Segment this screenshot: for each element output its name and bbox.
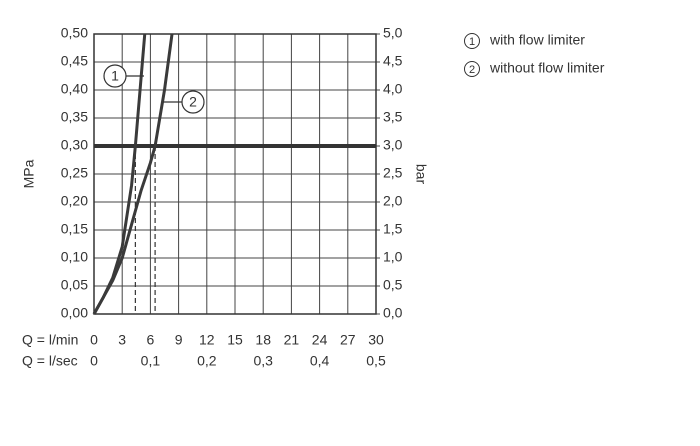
y2-tick-label: 5,0 xyxy=(383,25,403,41)
y2-tick-label: 2,0 xyxy=(383,193,403,209)
y-tick-label: 0,15 xyxy=(61,221,88,237)
legend-circle xyxy=(464,61,480,77)
y2-tick-label: 3,0 xyxy=(383,137,403,153)
y-tick-label: 0,30 xyxy=(61,137,88,153)
legend-circle xyxy=(464,33,480,49)
callout-number: 2 xyxy=(189,94,197,110)
x2-tick-label: 0,4 xyxy=(310,353,330,369)
x-tick-label: 15 xyxy=(227,332,243,348)
legend-number: 1 xyxy=(469,36,475,48)
y2-tick-label: 1,5 xyxy=(383,221,403,237)
x-tick-label: 18 xyxy=(255,332,271,348)
x-tick-label: 12 xyxy=(199,332,215,348)
legend-number: 2 xyxy=(469,64,475,76)
y-tick-label: 0,20 xyxy=(61,193,88,209)
x-tick-label: 6 xyxy=(147,332,155,348)
y2-tick-label: 4,5 xyxy=(383,53,403,69)
callout-circle xyxy=(181,90,205,114)
y-tick-label: 0,50 xyxy=(61,25,88,41)
x2-axis-label: Q = l/sec xyxy=(22,353,78,369)
y2-tick-label: 0,0 xyxy=(383,305,403,321)
y2-tick-label: 2,5 xyxy=(383,165,403,181)
callout-number: 1 xyxy=(111,68,119,84)
x-tick-label: 30 xyxy=(368,332,384,348)
x-tick-label: 21 xyxy=(284,332,300,348)
callout-circle xyxy=(103,64,127,88)
y-tick-label: 0,10 xyxy=(61,249,88,265)
x-tick-label: 9 xyxy=(175,332,183,348)
y-axis-label: MPa xyxy=(21,159,37,188)
y-tick-label: 0,25 xyxy=(61,165,88,181)
x-tick-label: 0 xyxy=(90,332,98,348)
legend-label: with flow limiter xyxy=(489,32,585,48)
y-tick-label: 0,40 xyxy=(61,81,88,97)
x-tick-label: 27 xyxy=(340,332,356,348)
y-tick-label: 0,05 xyxy=(61,277,88,293)
y2-tick-label: 1,0 xyxy=(383,249,403,265)
y-tick-label: 0,45 xyxy=(61,53,88,69)
y2-tick-label: 3,5 xyxy=(383,109,403,125)
x-tick-label: 24 xyxy=(312,332,328,348)
legend-label: without flow limiter xyxy=(489,60,605,76)
x2-tick-label: 0 xyxy=(90,353,98,369)
x2-tick-label: 0,5 xyxy=(366,353,386,369)
y2-tick-label: 4,0 xyxy=(383,81,403,97)
x2-tick-label: 0,3 xyxy=(253,353,273,369)
x-axis-label: Q = l/min xyxy=(22,332,78,348)
plot-frame xyxy=(93,33,377,315)
y2-tick-label: 0,5 xyxy=(383,277,403,293)
series-line xyxy=(92,33,174,315)
y-tick-label: 0,35 xyxy=(61,109,88,125)
x-tick-label: 3 xyxy=(118,332,126,348)
x2-tick-label: 0,1 xyxy=(141,353,161,369)
y2-axis-label: bar xyxy=(413,164,429,185)
x2-tick-label: 0,2 xyxy=(197,353,217,369)
y-tick-label: 0,00 xyxy=(61,305,88,321)
